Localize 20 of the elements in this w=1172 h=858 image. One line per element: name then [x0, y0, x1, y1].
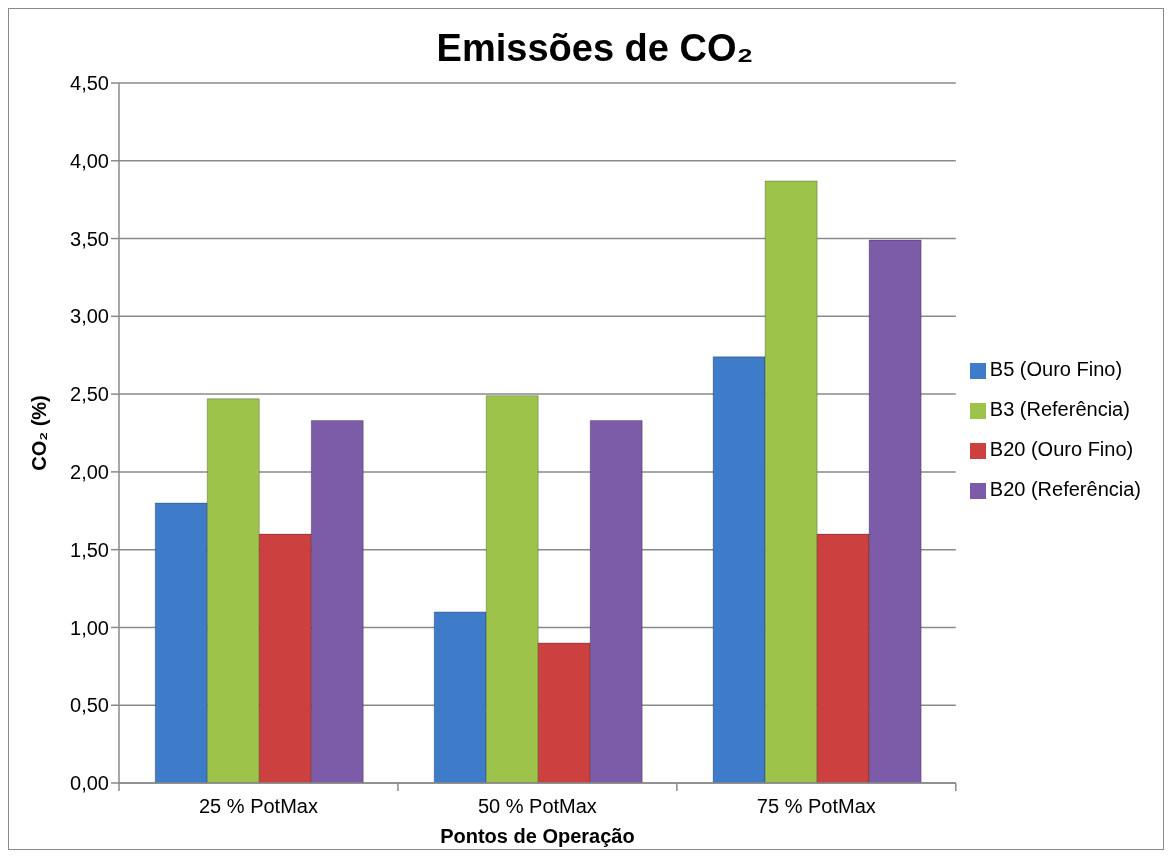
y-tick-label: 2,00 [70, 460, 109, 483]
x-tick-label: 25 % PotMax [198, 795, 318, 817]
y-tick-label: 4,50 [70, 72, 109, 95]
x-tick-label: 75 % PotMax [756, 795, 876, 817]
chart-title: Emissões de CO₂ [435, 26, 755, 71]
y-tick-label: 4,00 [70, 149, 109, 172]
legend-label: B5 (Ouro Fino) [989, 358, 1123, 380]
y-tick-label: 2,50 [70, 383, 109, 406]
legend-label: B20 (Ouro Fino) [989, 438, 1134, 460]
y-tick-label: 1,00 [70, 616, 109, 639]
legend-label: B3 (Referência) [989, 398, 1130, 420]
y-tick-label: 1,50 [70, 538, 109, 561]
y-axis-title: CO₂ (%) [28, 395, 51, 471]
y-tick-label: 0,00 [70, 772, 109, 795]
x-tick-label: 50 % PotMax [477, 795, 597, 817]
y-tick-label: 3,50 [70, 227, 109, 250]
y-tick-label: 0,50 [70, 694, 109, 717]
y-tick-label: 3,00 [70, 305, 109, 328]
legend-label: B20 (Referência) [989, 478, 1141, 500]
x-axis-title: Pontos de Operação [440, 825, 635, 847]
